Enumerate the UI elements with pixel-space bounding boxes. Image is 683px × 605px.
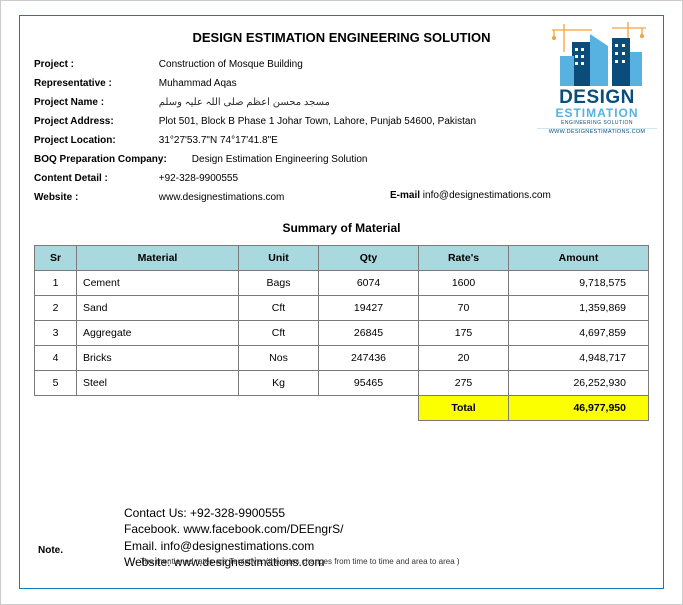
- cell-qty: 19427: [319, 296, 419, 321]
- page: DESIGN ESTIMATION ENGINEERING SOLUTION: [0, 0, 683, 605]
- location-value: 31°27'53.7"N 74°17'41.8"E: [159, 135, 278, 146]
- cell-sr: 2: [35, 296, 77, 321]
- email-value: info@designestimations.com: [423, 190, 551, 201]
- col-amount: Amount: [509, 246, 649, 271]
- table-row: 1CementBags607416009,718,575: [35, 271, 649, 296]
- logo-text-design: DESIGN: [537, 88, 657, 107]
- table-row: 5SteelKg9546527526,252,930: [35, 371, 649, 396]
- address-value: Plot 501, Block B Phase 1 Johar Town, La…: [159, 116, 476, 127]
- website-label: Website :: [34, 188, 156, 207]
- total-label: Total: [419, 396, 509, 421]
- col-rate: Rate's: [419, 246, 509, 271]
- cell-sr: 4: [35, 346, 77, 371]
- cell-rate: 275: [419, 371, 509, 396]
- disclaimer-text: The mentioned rates are Tentative. (the …: [140, 557, 460, 566]
- representative-label: Representative :: [34, 74, 156, 93]
- cell-qty: 6074: [319, 271, 419, 296]
- cell-unit: Cft: [239, 321, 319, 346]
- table-row: 2SandCft19427701,359,869: [35, 296, 649, 321]
- project-label: Project :: [34, 55, 156, 74]
- cell-sr: 1: [35, 271, 77, 296]
- cell-unit: Nos: [239, 346, 319, 371]
- col-qty: Qty: [319, 246, 419, 271]
- table-row: 4BricksNos247436204,948,717: [35, 346, 649, 371]
- cell-rate: 70: [419, 296, 509, 321]
- cell-rate: 175: [419, 321, 509, 346]
- boq-label: BOQ Preparation Company:: [34, 150, 189, 169]
- section-heading: Summary of Material: [34, 221, 649, 235]
- col-sr: Sr: [35, 246, 77, 271]
- cell-amount: 26,252,930: [509, 371, 649, 396]
- cell-amount: 1,359,869: [509, 296, 649, 321]
- email-block: E-mail info@designestimations.com: [390, 190, 551, 201]
- contact-us-line: Contact Us: +92-328-9900555: [124, 505, 343, 521]
- project-meta: Project : Construction of Mosque Buildin…: [34, 55, 524, 207]
- representative-value: Muhammad Aqas: [159, 78, 237, 89]
- location-label: Project Location:: [34, 131, 156, 150]
- contact-value: +92-328-9900555: [159, 173, 238, 184]
- col-unit: Unit: [239, 246, 319, 271]
- cell-sr: 3: [35, 321, 77, 346]
- cell-unit: Bags: [239, 271, 319, 296]
- website-value: www.designestimations.com: [159, 192, 285, 203]
- contact-label: Content Detail :: [34, 169, 156, 188]
- document-frame: DESIGN ESTIMATION ENGINEERING SOLUTION: [19, 15, 664, 589]
- total-row: Total 46,977,950: [35, 396, 649, 421]
- cell-material: Sand: [77, 296, 239, 321]
- cell-amount: 9,718,575: [509, 271, 649, 296]
- cell-rate: 20: [419, 346, 509, 371]
- table-row: 3AggregateCft268451754,697,859: [35, 321, 649, 346]
- logo-text-estimation: ESTIMATION: [537, 107, 657, 120]
- col-material: Material: [77, 246, 239, 271]
- cell-unit: Kg: [239, 371, 319, 396]
- project-name-label: Project Name :: [34, 93, 156, 112]
- address-label: Project Address:: [34, 112, 156, 131]
- cell-material: Bricks: [77, 346, 239, 371]
- email-line: Email. info@designestimations.com: [124, 538, 343, 554]
- cell-unit: Cft: [239, 296, 319, 321]
- cell-qty: 247436: [319, 346, 419, 371]
- note-label: Note.: [38, 545, 63, 556]
- cell-amount: 4,948,717: [509, 346, 649, 371]
- project-name-value: مسجد محسن اعظم صلی اللہ علیہ وسلم: [159, 97, 330, 108]
- cell-rate: 1600: [419, 271, 509, 296]
- cell-material: Aggregate: [77, 321, 239, 346]
- logo-subtitle: ENGINEERING SOLUTION: [537, 120, 657, 129]
- email-label: E-mail: [390, 190, 420, 201]
- cell-material: Cement: [77, 271, 239, 296]
- logo-url: WWW.DESIGNESTIMATIONS.COM: [537, 129, 657, 135]
- cell-material: Steel: [77, 371, 239, 396]
- material-table: Sr Material Unit Qty Rate's Amount 1Ceme…: [34, 245, 649, 421]
- table-header-row: Sr Material Unit Qty Rate's Amount: [35, 246, 649, 271]
- cell-amount: 4,697,859: [509, 321, 649, 346]
- project-value: Construction of Mosque Building: [159, 59, 303, 70]
- company-logo: DESIGN ESTIMATION ENGINEERING SOLUTION W…: [537, 22, 657, 135]
- cell-qty: 26845: [319, 321, 419, 346]
- total-value: 46,977,950: [509, 396, 649, 421]
- cell-sr: 5: [35, 371, 77, 396]
- facebook-line: Facebook. www.facebook.com/DEEngrS/: [124, 521, 343, 537]
- buildings-icon: [542, 22, 652, 86]
- cell-qty: 95465: [319, 371, 419, 396]
- boq-value: Design Estimation Engineering Solution: [192, 154, 368, 165]
